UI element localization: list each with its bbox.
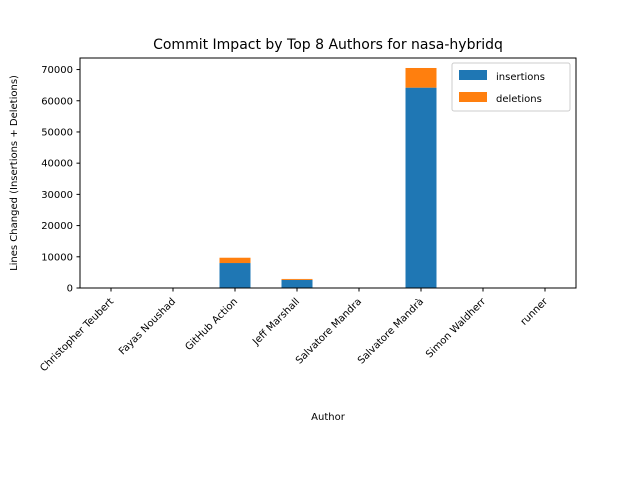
bar-insertions-jeff-marshall bbox=[281, 279, 313, 288]
bars-group bbox=[95, 67, 561, 288]
plot-border bbox=[79, 57, 577, 289]
y-tick-label: 40000 bbox=[41, 159, 73, 170]
y-tick-label: 50000 bbox=[41, 127, 73, 138]
chart-title: Commit Impact by Top 8 Authors for nasa-… bbox=[153, 37, 503, 53]
bar-deletions-salvatore-mandr bbox=[405, 67, 437, 88]
y-tick-label: 20000 bbox=[41, 221, 73, 232]
y-tick-label: 0 bbox=[67, 284, 73, 295]
y-tick-label: 70000 bbox=[41, 65, 73, 76]
y-axis-label: Lines Changed (Insertions + Deletions) bbox=[9, 75, 20, 271]
legend-label-insertions: insertions bbox=[496, 72, 545, 83]
y-tick-label: 10000 bbox=[41, 252, 73, 263]
legend-swatch-deletions bbox=[459, 92, 487, 102]
x-axis-label: Author bbox=[311, 412, 346, 423]
bar-deletions-github-action bbox=[219, 257, 251, 264]
legend: insertions deletions bbox=[451, 62, 571, 112]
bar-insertions-github-action bbox=[219, 263, 251, 288]
y-tick-label: 60000 bbox=[41, 96, 73, 107]
bar-deletions-jeff-marshall bbox=[281, 278, 313, 280]
y-tick-label: 30000 bbox=[41, 190, 73, 201]
legend-label-deletions: deletions bbox=[496, 94, 542, 105]
y-axis-ticks: 0 10000 20000 30000 40000 50000 60000 70000 bbox=[41, 65, 80, 295]
bar-insertions-salvatore-mandr bbox=[405, 87, 437, 288]
legend-swatch-insertions bbox=[459, 70, 487, 80]
